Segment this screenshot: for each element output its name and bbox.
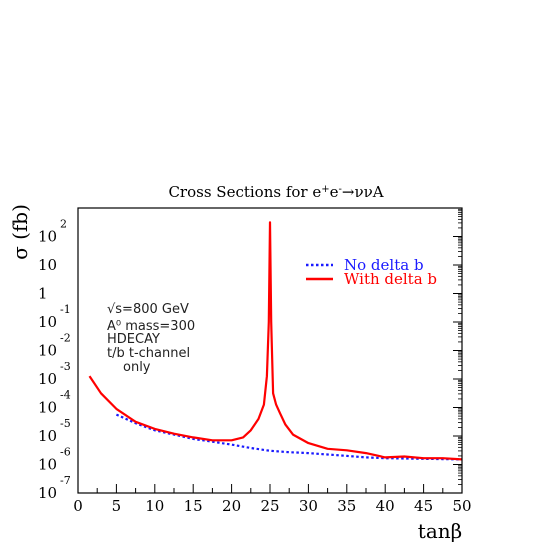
- y-tick-label: 10: [38, 370, 57, 388]
- x-axis-label: tanβ: [418, 519, 462, 543]
- legend-label-with-delta-b: With delta b: [344, 270, 437, 288]
- annotation-line-only: only: [123, 360, 151, 375]
- x-tick-label: 5: [112, 497, 122, 515]
- y-tick-exponent: -2: [60, 332, 71, 345]
- x-tick-label: 20: [222, 497, 241, 515]
- y-tick-label: 10: [38, 484, 57, 502]
- y-tick-label: 10: [38, 342, 57, 360]
- annotation-line-channel: t/b t-channel: [107, 346, 190, 361]
- y-tick-exponent: -7: [60, 474, 71, 487]
- y-tick-exponent: 2: [60, 218, 67, 231]
- y-tick-label: 10: [38, 399, 57, 417]
- x-tick-label: 40: [376, 497, 395, 515]
- y-tick-exponent: -3: [60, 360, 71, 373]
- y-tick-label: 1: [38, 285, 48, 303]
- y-tick-label: 10: [38, 427, 57, 445]
- y-tick-label: 10: [38, 313, 57, 331]
- annotation-line-energy: √s=800 GeV: [107, 302, 189, 317]
- x-tick-label: 25: [260, 497, 279, 515]
- x-tick-label: 35: [337, 497, 356, 515]
- y-tick-exponent: -6: [60, 446, 71, 459]
- chart-title: Cross Sections for e+e-→ννA: [168, 183, 383, 201]
- annotation: √s=800 GeV A⁰ mass=300 HDECAY t/b t-chan…: [107, 302, 195, 375]
- x-tick-label: 50: [452, 497, 471, 515]
- series-line-no-delta-b: [115, 413, 463, 461]
- y-tick-exponent: -4: [60, 389, 71, 402]
- y-tick-label: 10: [38, 256, 57, 274]
- x-tick-label: 30: [299, 497, 318, 515]
- annotation-line-program: HDECAY: [107, 332, 160, 347]
- y-tick-exponent: -1: [60, 303, 71, 316]
- x-tick-label: 10: [145, 497, 164, 515]
- legend-label-no-delta-b: No delta b: [344, 256, 424, 274]
- x-tick-label: 0: [73, 497, 83, 515]
- plot-frame: [77, 207, 463, 494]
- y-tick-exponent: -5: [60, 417, 71, 430]
- series-line-with-delta-b: [88, 221, 463, 461]
- x-tick-label: 15: [184, 497, 203, 515]
- legend: No delta b With delta b: [306, 256, 437, 288]
- y-tick-label: 10: [38, 228, 57, 246]
- x-tick-label: 45: [414, 497, 433, 515]
- annotation-line-mass: A⁰ mass=300: [107, 319, 195, 334]
- y-axis-label: σ (fb): [8, 204, 32, 260]
- y-tick-label: 10: [38, 456, 57, 474]
